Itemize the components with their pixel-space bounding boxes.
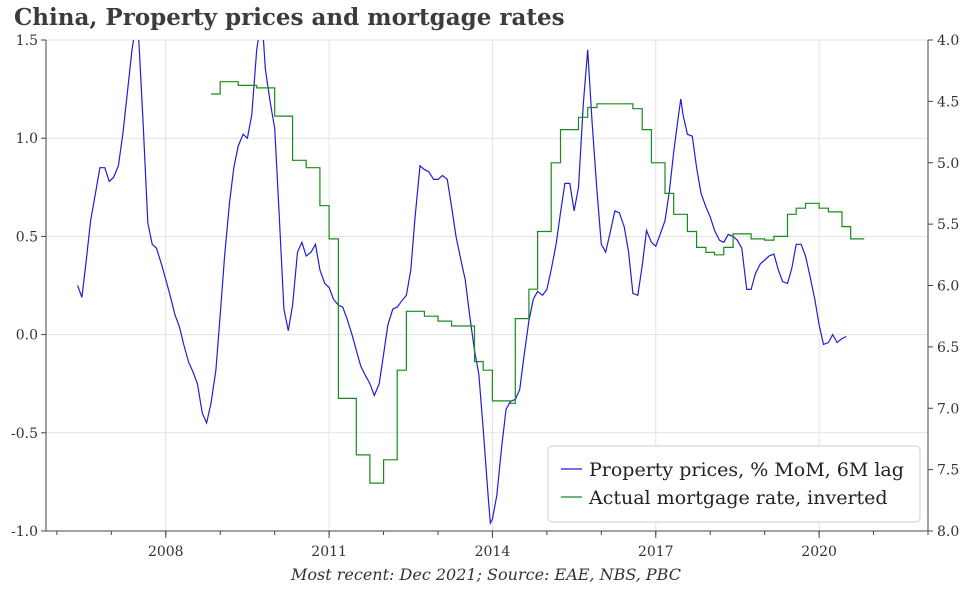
- legend-label-prices: Property prices, % MoM, 6M lag: [589, 459, 904, 481]
- chart-title: China, Property prices and mortgage rate…: [14, 4, 565, 31]
- x-tick-label: 2008: [148, 544, 184, 560]
- legend-box: [547, 445, 921, 523]
- right-tick-label: 4.5: [937, 94, 959, 110]
- legend: Property prices, % MoM, 6M lag Actual mo…: [547, 445, 921, 523]
- right-tick-label: 5.5: [937, 217, 959, 233]
- x-tick-label: 2020: [801, 544, 837, 560]
- left-tick-label: 0.0: [16, 328, 38, 344]
- axes: -1.0 -0.5 0.0 0.5 1.0 1.5 4.0 4.5 5.0 5.5 6.0 6.5 7.…: [11, 33, 959, 560]
- left-tick-label: -1.0: [11, 524, 38, 540]
- right-tick-label: 6.5: [937, 340, 959, 356]
- series-line-mortgage-rate: [211, 81, 865, 484]
- right-tick-label: 6.0: [937, 279, 959, 295]
- left-tick-label: 1.5: [16, 33, 38, 49]
- series-line-property-prices: [77, 40, 847, 526]
- legend-label-mortgage: Actual mortgage rate, inverted: [588, 487, 888, 509]
- source-note: Most recent: Dec 2021; Source: EAE, NBS,…: [291, 565, 681, 584]
- x-tick-label: 2017: [638, 544, 674, 560]
- right-tick-label: 8.0: [937, 524, 959, 540]
- right-tick-label: 7.0: [937, 401, 959, 417]
- left-tick-label: -0.5: [11, 426, 38, 442]
- plot-area: [77, 40, 865, 526]
- right-tick-label: 5.0: [937, 156, 959, 172]
- x-tick-label: 2011: [311, 544, 347, 560]
- left-tick-label: 1.0: [16, 131, 38, 147]
- left-tick-label: 0.5: [16, 229, 38, 245]
- right-tick-label: 7.5: [937, 463, 959, 479]
- right-tick-label: 4.0: [937, 33, 959, 49]
- x-tick-label: 2014: [475, 544, 511, 560]
